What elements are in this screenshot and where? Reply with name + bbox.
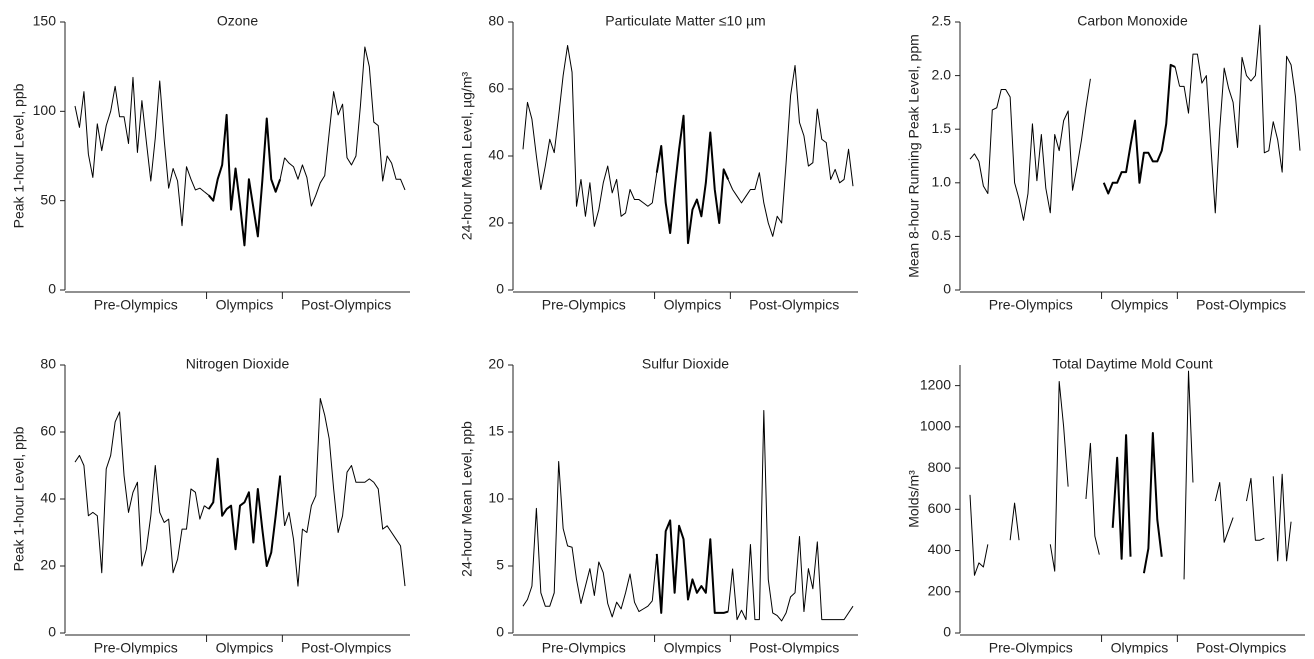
y-tick-label: 600 [928, 500, 952, 516]
data-line [1214, 482, 1234, 543]
period-label: Pre-Olympics [542, 297, 626, 313]
period-label: Olympics [664, 640, 722, 654]
y-tick-label: 100 [33, 102, 57, 118]
data-line [655, 114, 730, 245]
y-tick-label: 400 [928, 541, 952, 557]
period-label: Post-Olympics [749, 297, 839, 313]
period-label: Post-Olympics [301, 640, 391, 654]
y-tick-label: 200 [928, 582, 952, 598]
y-tick-label: 1000 [920, 418, 951, 434]
y-tick-label: 2.0 [932, 66, 952, 82]
y-tick-label: 20 [488, 356, 504, 372]
y-axis-label: 24-hour Mean Level, ppb [459, 421, 475, 577]
connector [727, 179, 734, 190]
period-label: Olympics [216, 297, 274, 313]
data-line [1049, 380, 1069, 572]
data-line [1272, 473, 1292, 562]
data-line [1009, 502, 1020, 541]
connector [279, 157, 286, 180]
y-tick-label: 2.5 [932, 13, 952, 29]
data-line [1183, 370, 1194, 580]
data-line [522, 44, 653, 227]
data-line [1085, 442, 1100, 555]
y-tick-label: 0 [48, 281, 56, 297]
y-tick-label: 150 [33, 13, 57, 29]
y-tick-label: 800 [928, 459, 952, 475]
data-line [74, 411, 205, 574]
data-line [1142, 432, 1163, 574]
chart-title: Ozone [217, 13, 258, 29]
y-tick-label: 0 [943, 624, 951, 640]
y-tick-label: 50 [40, 191, 56, 207]
period-label: Olympics [1111, 297, 1169, 313]
data-line [732, 65, 854, 237]
period-label: Olympics [664, 297, 722, 313]
period-label: Pre-Olympics [542, 640, 626, 654]
period-label: Post-Olympics [1196, 297, 1286, 313]
connector [651, 172, 658, 203]
y-axis-label: Mean 8-hour Running Peak Level, ppm [906, 34, 922, 278]
data-line [969, 78, 1091, 221]
y-tick-label: 80 [40, 356, 56, 372]
y-tick-label: 0 [48, 624, 56, 640]
data-line [969, 494, 989, 576]
data-line [74, 76, 205, 227]
period-label: Post-Olympics [749, 640, 839, 654]
period-label: Pre-Olympics [94, 297, 178, 313]
y-tick-label: 20 [40, 557, 56, 573]
chart-title: Sulfur Dioxide [642, 356, 729, 372]
y-tick-label: 1200 [920, 376, 951, 392]
y-tick-label: 40 [40, 490, 56, 506]
chart-title: Particulate Matter ≤10 µm [605, 13, 765, 29]
period-label: Post-Olympics [1196, 640, 1286, 654]
y-tick-label: 0 [496, 624, 504, 640]
data-line [655, 519, 729, 614]
connector [279, 475, 286, 526]
data-line [1245, 477, 1265, 541]
period-label: Olympics [216, 640, 274, 654]
chart-title: Nitrogen Dioxide [186, 356, 290, 372]
data-line [522, 460, 653, 618]
period-label: Pre-Olympics [989, 640, 1073, 654]
y-axis-label: Peak 1-hour Level, ppb [11, 83, 27, 228]
period-label: Pre-Olympics [989, 297, 1073, 313]
connector [651, 553, 658, 601]
y-axis-label: Peak 1-hour Level, ppb [11, 426, 27, 571]
y-tick-label: 0 [943, 281, 951, 297]
y-tick-label: 1.0 [932, 174, 952, 190]
y-tick-label: 0.5 [932, 227, 952, 243]
y-axis-label: Molds/m³ [906, 470, 922, 528]
data-line [284, 46, 406, 207]
y-tick-label: 60 [40, 423, 56, 439]
connector [1174, 66, 1181, 87]
y-tick-label: 5 [496, 557, 504, 573]
data-line [1111, 434, 1132, 560]
chart-title: Carbon Monoxide [1077, 13, 1188, 29]
connector [204, 505, 210, 510]
data-line [732, 410, 854, 622]
y-tick-label: 80 [488, 13, 504, 29]
data-line [207, 457, 282, 567]
y-tick-label: 0 [496, 281, 504, 297]
y-tick-label: 40 [488, 147, 504, 163]
y-tick-label: 20 [488, 214, 504, 230]
y-tick-label: 60 [488, 80, 504, 96]
data-line [284, 398, 406, 587]
data-line [1102, 63, 1176, 195]
y-tick-label: 15 [488, 423, 504, 439]
chart-title: Total Daytime Mold Count [1052, 356, 1212, 372]
connector [727, 568, 734, 612]
y-tick-label: 10 [488, 490, 504, 506]
period-label: Pre-Olympics [94, 640, 178, 654]
data-line [208, 113, 282, 247]
period-label: Olympics [1111, 640, 1169, 654]
y-tick-label: 1.5 [932, 120, 952, 136]
y-axis-label: 24-hour Mean Level, µg/m³ [459, 71, 475, 240]
connector [204, 191, 210, 196]
data-line [1179, 24, 1301, 214]
period-label: Post-Olympics [301, 297, 391, 313]
